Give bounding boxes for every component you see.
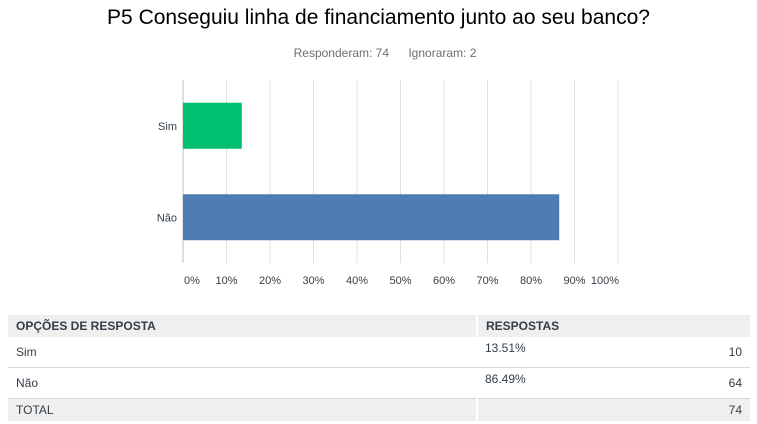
- x-tick-label: 100%: [591, 275, 619, 287]
- x-tick-label: 0%: [184, 275, 200, 287]
- x-tick-label: 70%: [476, 275, 498, 287]
- x-tick-label: 80%: [520, 275, 542, 287]
- bar-n-o: [183, 194, 560, 241]
- category-label: Não: [157, 212, 177, 224]
- x-tick-label: 10%: [215, 275, 237, 287]
- category-label: Sim: [158, 121, 177, 133]
- skipped-count: Ignoraram: 2: [408, 46, 477, 60]
- answered-count: Responderam: 74: [293, 46, 389, 60]
- bar-chart: Sim Não 0% 10% 20% 30% 40% 50% 60% 70% 80% 90% 100%: [157, 80, 619, 287]
- x-tick-label: 30%: [302, 275, 324, 287]
- option-label: Não: [8, 367, 477, 399]
- option-count: 10: [656, 337, 750, 368]
- x-tick-label: 90%: [563, 275, 585, 287]
- option-percent: 86.49%: [477, 367, 657, 399]
- x-tick-label: 60%: [433, 275, 455, 287]
- bar-sim: [183, 102, 242, 149]
- option-label: Sim: [8, 337, 477, 368]
- chart-title: P5 Conseguiu linha de financiamento junt…: [107, 6, 650, 29]
- total-count: 74: [656, 398, 750, 421]
- table-row: Não 86.49% 64: [8, 367, 750, 399]
- response-table: OPÇÕES DE RESPOSTA RESPOSTAS Sim 13.51% …: [8, 315, 750, 421]
- response-stats: Responderam: 74 Ignoraram: 2: [0, 46, 757, 60]
- total-label: TOTAL: [8, 398, 477, 421]
- x-tick-label: 50%: [389, 275, 411, 287]
- header-options: OPÇÕES DE RESPOSTA: [8, 315, 477, 337]
- x-tick-label: 40%: [346, 275, 368, 287]
- table-row: Sim 13.51% 10: [8, 337, 750, 368]
- option-count: 64: [656, 367, 750, 399]
- x-tick-label: 20%: [259, 275, 281, 287]
- option-percent: 13.51%: [477, 337, 657, 368]
- header-responses: RESPOSTAS: [476, 315, 750, 337]
- total-row: TOTAL 74: [8, 398, 750, 421]
